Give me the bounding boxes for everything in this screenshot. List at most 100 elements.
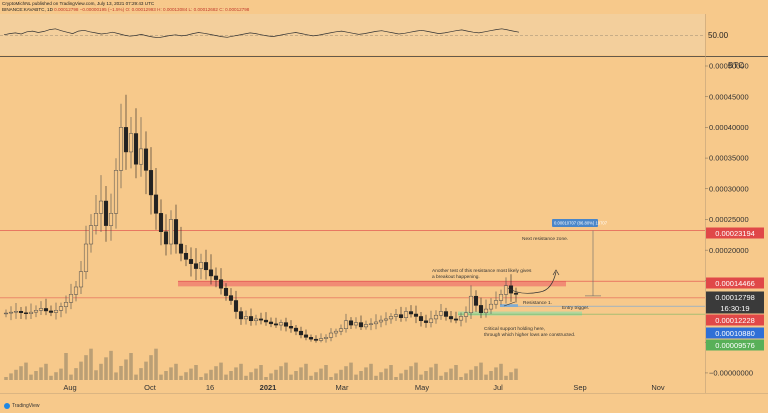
volume-bar <box>219 362 223 380</box>
volume-bar <box>144 361 148 380</box>
candle-body <box>63 302 69 307</box>
volume-bar <box>244 375 248 380</box>
target-measure-box <box>552 219 598 227</box>
volume-bar <box>494 367 498 380</box>
support-zone <box>458 311 582 316</box>
candle-body <box>183 252 189 260</box>
volume-bar <box>259 365 263 380</box>
y-tick-label: 0.00045000 <box>709 92 749 101</box>
volume-bar <box>124 359 128 380</box>
volume-bar <box>149 355 153 380</box>
oscillator-tick-label: 50.00 <box>708 31 729 40</box>
volume-bar <box>299 367 303 380</box>
price-label-box <box>706 227 764 239</box>
volume-bar <box>204 373 208 380</box>
candle-body <box>143 148 149 171</box>
entry-zone <box>500 304 518 307</box>
candle-body <box>353 322 359 326</box>
candle-body <box>343 320 349 329</box>
volume-bar <box>249 372 253 380</box>
candle-body <box>168 219 174 245</box>
candle-body <box>393 314 399 317</box>
volume-bar <box>99 363 103 380</box>
y-tick-label: 0.00040000 <box>709 123 749 132</box>
candle-body <box>288 326 294 329</box>
volume-bar <box>114 372 118 380</box>
volume-bar <box>79 361 83 380</box>
candle-body <box>33 310 39 313</box>
volume-bar <box>49 375 53 380</box>
candle-body <box>123 127 129 153</box>
symbol-name: BINANCE:KAVABTC, 1D <box>2 7 53 12</box>
volume-bar <box>464 373 468 380</box>
candle-body <box>513 292 519 295</box>
volume-bar <box>414 362 418 380</box>
price-label-box <box>706 302 764 314</box>
volume-bar <box>434 363 438 380</box>
price-label-text: 16:30:19 <box>720 304 749 313</box>
entry-arrow <box>503 301 516 307</box>
volume-bar <box>84 355 88 380</box>
y-tick-label: 0.00050000 <box>709 62 749 71</box>
volume-bar <box>399 373 403 380</box>
volume-bar <box>94 370 98 380</box>
candle-body <box>488 303 494 310</box>
volume-bar <box>234 367 238 380</box>
volume-bar <box>469 369 473 380</box>
candle-body <box>318 338 324 341</box>
candle-body <box>338 328 344 332</box>
volume-bar <box>129 353 133 380</box>
candle-body <box>403 311 409 318</box>
candle-body <box>408 311 414 315</box>
candle-body <box>163 231 169 245</box>
price-label-text: 0.00009576 <box>715 341 755 350</box>
volume-bar <box>194 365 198 380</box>
volume-bar <box>364 367 368 380</box>
candle-body <box>423 320 429 323</box>
volume-bar <box>374 375 378 380</box>
candle-body <box>268 321 274 325</box>
candle-body <box>303 334 309 338</box>
volume-bar <box>184 372 188 380</box>
candle-body <box>3 312 9 315</box>
volume-bar <box>284 362 288 380</box>
candle-body <box>148 170 154 196</box>
volume-bar <box>329 377 333 380</box>
x-tick-label: Jul <box>493 383 503 392</box>
projected-path-arrow-icon <box>552 269 560 276</box>
volume-bar <box>224 374 228 380</box>
candle-body <box>138 148 144 165</box>
volume-bar <box>164 371 168 380</box>
volume-bar <box>119 365 123 380</box>
candle-body <box>108 213 114 226</box>
candle-body <box>153 194 159 214</box>
candle-body <box>453 318 459 321</box>
volume-bar <box>304 363 308 380</box>
y-tick-label: −0.00000000 <box>709 369 753 378</box>
volume-bar <box>19 366 23 380</box>
volume-bar <box>179 375 183 380</box>
candle-body <box>388 316 394 320</box>
price-label-box <box>706 314 764 326</box>
y-tick-label: 0.00020000 <box>709 246 749 255</box>
currency-unit-label: BTC <box>728 61 744 70</box>
candle-body <box>83 243 89 272</box>
volume-bar <box>139 368 143 380</box>
candle-body <box>363 324 369 328</box>
volume-bar <box>274 369 278 380</box>
volume-bar <box>509 372 513 380</box>
annotation-support-line1: Critical support holding here, <box>484 326 545 332</box>
candle-body <box>238 311 244 320</box>
volume-bar <box>159 374 163 380</box>
candle-body <box>178 243 184 254</box>
volume-bar <box>59 368 63 380</box>
volume-bar <box>294 371 298 380</box>
candle-body <box>243 316 249 320</box>
volume-bar <box>439 375 443 380</box>
candle-body <box>413 313 419 317</box>
volume-bar <box>9 373 13 380</box>
volume-bar <box>504 375 508 380</box>
volume-bar <box>174 363 178 380</box>
volume-bar <box>379 372 383 380</box>
